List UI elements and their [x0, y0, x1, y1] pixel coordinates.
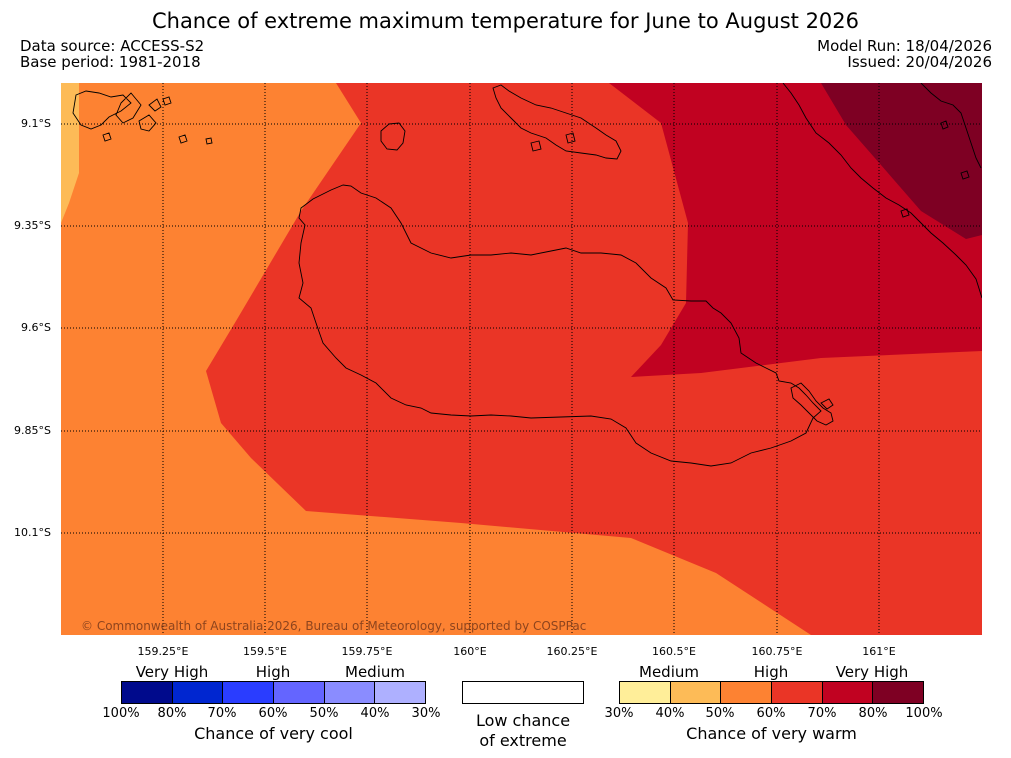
region-40-50	[61, 83, 79, 223]
warm-caption: Chance of very warm	[686, 724, 857, 743]
small-islets	[900, 120, 970, 218]
lon-label: 160.5°E	[652, 645, 696, 658]
warm-category: High	[753, 663, 789, 681]
lat-label: 9.35°S	[14, 219, 51, 232]
warm-swatch	[670, 682, 722, 703]
warm-category: Very High	[835, 663, 909, 681]
cool-tick: 70%	[207, 706, 237, 721]
marau-coast	[790, 382, 834, 426]
cool-tick: 50%	[309, 706, 339, 721]
model-run: Model Run: 18/04/2026	[817, 37, 992, 55]
coastlines	[72, 83, 982, 467]
warm-tick: 60%	[756, 706, 786, 721]
cool-category: Very High	[135, 663, 209, 681]
lat-label: 9.85°S	[14, 424, 51, 437]
warm-tick: 100%	[905, 706, 943, 721]
cool-swatch	[375, 682, 426, 703]
lat-label: 10.1°S	[14, 526, 51, 539]
lon-label: 160.75°E	[751, 645, 803, 658]
lon-label: 159.25°E	[137, 645, 189, 658]
warm-swatch	[822, 682, 874, 703]
low-chance-caption-line2: of extreme	[479, 731, 567, 750]
cool-category: Medium	[345, 663, 405, 681]
warm-tick: 30%	[604, 706, 634, 721]
cool-tick: 80%	[157, 706, 187, 721]
russell-islands	[72, 90, 213, 145]
base-period: Base period: 1981-2018	[20, 53, 201, 71]
lon-label: 161°E	[862, 645, 896, 658]
cool-category: High	[255, 663, 291, 681]
lat-label: 9.1°S	[21, 117, 51, 130]
cool-tick: 30%	[411, 706, 441, 721]
cool-swatch	[223, 682, 275, 703]
savo-island	[380, 122, 406, 151]
lat-label: 9.6°S	[21, 321, 51, 334]
lon-label: 159.75°E	[341, 645, 393, 658]
cool-swatch	[172, 682, 224, 703]
data-source: Data source: ACCESS-S2	[20, 37, 205, 55]
lon-label: 160°E	[453, 645, 487, 658]
copyright-notice: © Commonwealth of Australia 2026, Bureau…	[81, 619, 586, 633]
warm-tick: 80%	[858, 706, 888, 721]
region-80-100	[821, 83, 982, 239]
forecast-map: © Commonwealth of Australia 2026, Bureau…	[61, 83, 982, 635]
warm-colorbar	[619, 681, 924, 704]
warm-tick: 40%	[655, 706, 685, 721]
nggela-islands	[492, 84, 622, 160]
low-chance-caption-line1: Low chance	[475, 711, 571, 730]
malaita-inner	[920, 83, 982, 169]
grid-lines	[61, 83, 982, 635]
cool-tick: 60%	[258, 706, 288, 721]
warm-category: Medium	[639, 663, 699, 681]
warm-swatch	[873, 682, 924, 703]
cool-caption: Chance of very cool	[194, 724, 353, 743]
low-chance-swatch	[462, 681, 584, 704]
malaita-coast	[782, 83, 982, 299]
cool-colorbar	[121, 681, 426, 704]
warm-tick: 70%	[807, 706, 837, 721]
guadalcanal-coast	[298, 184, 822, 467]
warm-tick: 50%	[705, 706, 735, 721]
cool-tick: 40%	[360, 706, 390, 721]
cool-swatch	[324, 682, 376, 703]
cool-swatch	[274, 682, 325, 703]
cool-swatch	[122, 682, 173, 703]
map-title: Chance of extreme maximum temperature fo…	[151, 9, 860, 33]
lon-label: 159.5°E	[243, 645, 287, 658]
issued-date: Issued: 20/04/2026	[847, 53, 992, 71]
warm-swatch	[721, 682, 773, 703]
warm-swatch	[620, 682, 671, 703]
lon-label: 160.25°E	[546, 645, 598, 658]
warm-swatch	[772, 682, 823, 703]
cool-tick: 100%	[102, 706, 140, 721]
